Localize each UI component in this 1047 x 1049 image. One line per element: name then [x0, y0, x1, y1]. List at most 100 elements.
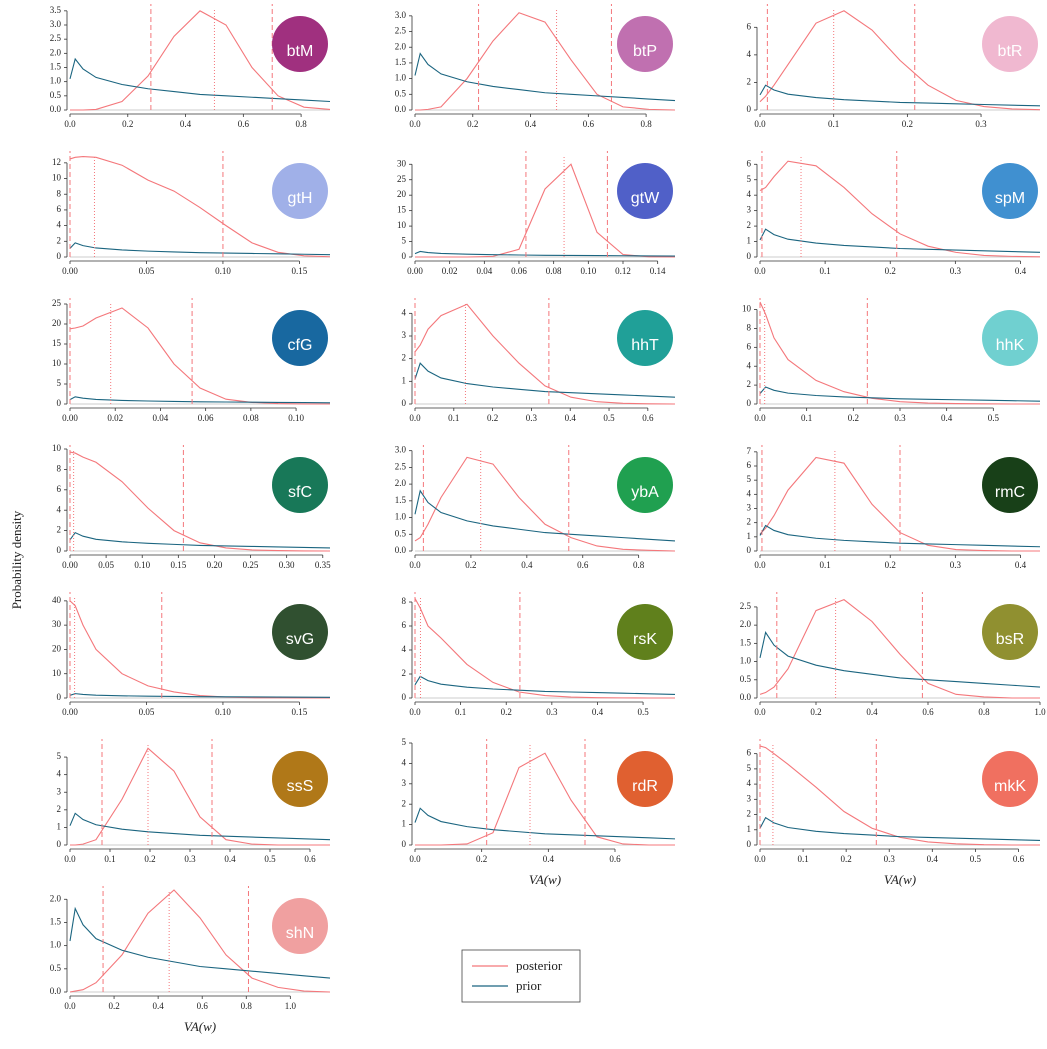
badge-label: bsR	[996, 631, 1024, 648]
x-tick-label: 0.15	[170, 560, 186, 570]
panel: 0 1 2 3 4 5 6 0.0 0.1 0.2 0.3 0.4 spM	[747, 151, 1041, 276]
badge-label: sfC	[288, 484, 312, 501]
y-tick-label: 4	[747, 360, 752, 370]
x-tick-label: 0.4	[543, 854, 555, 864]
y-tick-label: 3.0	[395, 10, 407, 20]
y-tick-label: 0.0	[395, 545, 407, 555]
x-tick-label: 0.04	[153, 413, 169, 423]
x-tick-label: 0.10	[288, 413, 304, 423]
y-tick-label: 5	[57, 751, 62, 761]
badge	[617, 751, 673, 807]
y-tick-label: 10	[742, 304, 752, 314]
y-tick-label: 4	[57, 504, 62, 514]
y-tick-label: 2	[747, 76, 752, 86]
x-tick-label: 0.6	[238, 119, 250, 129]
density-line	[759, 599, 1040, 699]
y-tick-label: 20	[397, 189, 407, 199]
y-tick-label: 5	[747, 474, 752, 484]
x-tick-label: 0.00	[62, 266, 78, 276]
x-tick-label: 0.0	[409, 854, 421, 864]
badge	[617, 457, 673, 513]
panel: 0 5 10 15 20 25 0.00 0.02 0.04 0.06 0.08 0.10 cfG	[52, 298, 331, 423]
x-tick-label: 1.0	[1034, 707, 1046, 717]
y-tick-label: 10	[52, 668, 62, 678]
y-tick-label: 10	[397, 220, 407, 230]
y-tick-label: 1.5	[50, 917, 62, 927]
x-axis-title: VA(w)	[884, 872, 916, 887]
x-tick-label: 0.6	[642, 413, 654, 423]
x-tick-label: 0.8	[978, 707, 990, 717]
y-tick-label: 0.5	[50, 963, 62, 973]
x-tick-label: 0.2	[902, 119, 913, 129]
y-tick-label: 2	[57, 525, 62, 535]
y-tick-label: 1.5	[740, 637, 752, 647]
x-tick-label: 0.1	[797, 854, 808, 864]
panel: 0 1 2 3 4 0.0 0.1 0.2 0.3 0.4 0.5 0.6 hhT	[402, 298, 676, 423]
y-tick-label: 1.5	[395, 495, 407, 505]
x-tick-label: 0.0	[64, 1001, 76, 1011]
y-tick-label: 5	[747, 174, 752, 184]
x-tick-label: 0.4	[866, 707, 878, 717]
density-line	[759, 816, 1041, 841]
y-tick-label: 12	[52, 157, 61, 167]
x-tick-label: 0.10	[580, 266, 596, 276]
x-tick-label: 0.04	[476, 266, 492, 276]
y-tick-label: 8	[57, 463, 62, 473]
x-tick-label: 0.2	[501, 707, 512, 717]
y-tick-label: 1.0	[50, 76, 62, 86]
badge-label: btR	[998, 43, 1023, 60]
x-tick-label: 0.00	[62, 560, 78, 570]
y-tick-label: 0	[402, 251, 407, 261]
y-tick-label: 0.0	[740, 692, 752, 702]
badge	[982, 604, 1038, 660]
density-line	[69, 889, 331, 993]
y-tick-label: 2.0	[395, 41, 407, 51]
x-tick-label: 0.3	[894, 413, 906, 423]
x-tick-label: 0.2	[476, 854, 487, 864]
x-tick-label: 0.0	[64, 854, 76, 864]
x-tick-label: 0.10	[134, 560, 150, 570]
y-tick-label: 3	[747, 503, 752, 513]
x-tick-label: 0.2	[487, 413, 498, 423]
y-tick-label: 4	[402, 307, 407, 317]
x-tick-label: 0.10	[215, 266, 231, 276]
y-tick-label: 25	[397, 174, 407, 184]
y-tick-label: 2	[747, 517, 752, 527]
badge	[617, 163, 673, 219]
y-tick-label: 2	[402, 353, 407, 363]
x-tick-label: 0.4	[927, 854, 939, 864]
y-tick-label: 2.5	[50, 33, 62, 43]
x-tick-label: 0.0	[754, 413, 766, 423]
y-tick-label: 0.0	[50, 986, 62, 996]
x-tick-label: 0.02	[442, 266, 458, 276]
density-line	[69, 57, 331, 103]
y-tick-label: 2.0	[395, 478, 407, 488]
density-line	[414, 598, 675, 699]
badge	[617, 604, 673, 660]
y-tick-label: 2	[747, 379, 752, 389]
badge-label: hhT	[631, 337, 659, 354]
panel: 0.0 0.5 1.0 1.5 2.0 2.5 3.0 0.0 0.2 0.4 0.6 0.8 btP	[395, 4, 676, 129]
density-line	[759, 386, 1041, 402]
y-tick-label: 15	[397, 205, 407, 215]
y-tick-label: 3	[402, 778, 407, 788]
x-tick-label: 0.0	[64, 119, 76, 129]
y-tick-label: 5	[747, 763, 752, 773]
y-tick-label: 0	[747, 839, 752, 849]
x-tick-label: 0.6	[304, 854, 316, 864]
density-line	[414, 807, 676, 840]
x-tick-label: 0.6	[583, 119, 595, 129]
density-line	[759, 84, 1041, 107]
x-tick-label: 0.4	[1015, 266, 1027, 276]
y-tick-label: 2	[57, 804, 62, 814]
x-tick-label: 0.3	[950, 560, 962, 570]
density-line	[69, 242, 331, 256]
x-tick-label: 0.1	[819, 560, 830, 570]
y-tick-label: 10	[52, 358, 62, 368]
density-line	[759, 456, 1040, 552]
density-line	[415, 163, 676, 258]
x-tick-label: 0.02	[107, 413, 123, 423]
badge	[272, 604, 328, 660]
y-tick-label: 40	[52, 595, 62, 605]
badge	[982, 16, 1038, 72]
